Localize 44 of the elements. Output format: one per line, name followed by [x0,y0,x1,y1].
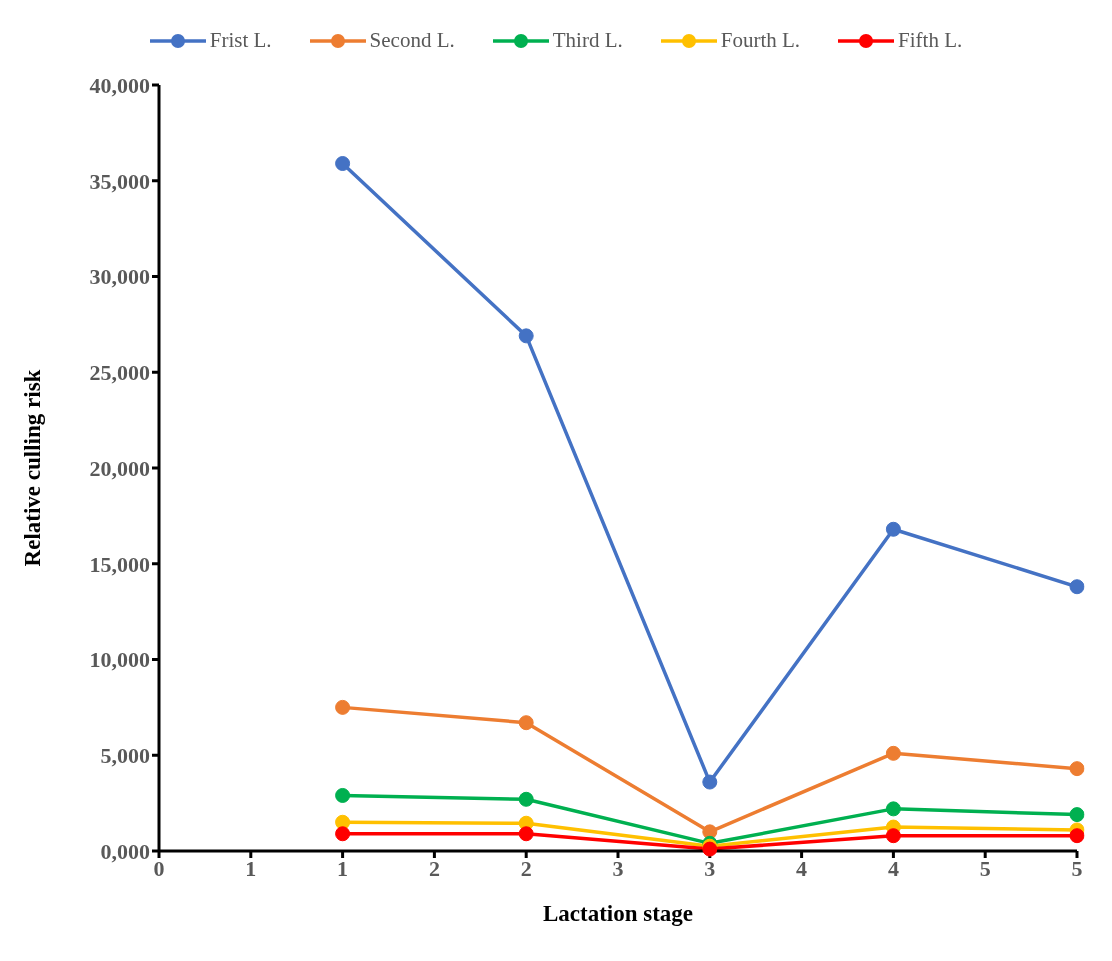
x-tick-label: 2 [428,855,440,881]
y-tick-label: 5,000 [100,743,150,769]
point [1069,807,1085,823]
y-tick-label: 20,000 [89,455,150,481]
legend-label: Frist L. [209,28,272,53]
legend-label: Fourth L. [720,28,801,53]
point [335,826,351,842]
x-tick-label: 3 [704,855,716,881]
x-axis-title: Lactation stage [542,901,694,926]
x-tick-label: 5 [979,855,991,881]
point [518,791,534,807]
x-tick-label: 4 [796,855,808,881]
y-axis-title: Relative culling risk [20,369,46,567]
point [1069,761,1085,777]
x-tick-label: 5 [1071,855,1083,881]
y-tick-label: 30,000 [89,264,150,290]
x-tick-label: 2 [520,855,532,881]
point [1069,828,1085,844]
legend-label: Second L. [369,28,455,53]
point [518,715,534,731]
point [335,156,351,172]
y-tick-label: 35,000 [89,168,150,194]
y-tick-label: 0,000 [100,838,150,864]
y-tick-label: 10,000 [89,647,150,673]
point [885,828,901,844]
point [885,801,901,817]
legend-label: Third L. [552,28,623,53]
x-tick-label: 0 [153,855,165,881]
point [1069,579,1085,595]
y-tick-label: 25,000 [89,360,150,386]
point [518,826,534,842]
point [518,328,534,344]
point [335,699,351,715]
x-tick-label: 1 [337,855,349,881]
point [885,521,901,537]
point [885,745,901,761]
y-tick-label: 15,000 [89,551,150,577]
point [702,774,718,790]
x-tick-label: 4 [887,855,899,881]
legend-label: Fifth L. [898,28,963,53]
x-tick-label: 1 [245,855,257,881]
x-tick-label: 3 [612,855,624,881]
point [335,787,351,803]
y-tick-label: 40,000 [89,72,150,98]
